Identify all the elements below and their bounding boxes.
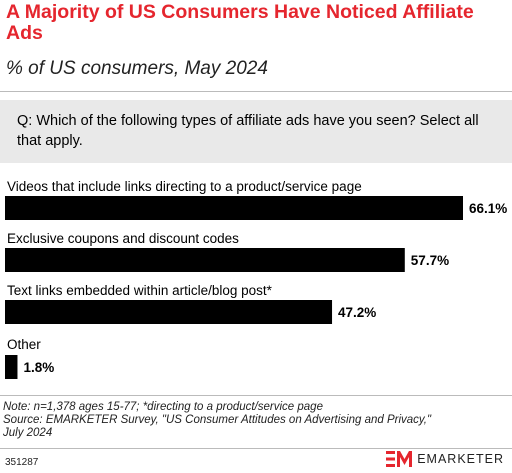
value-label: 1.8% — [23, 360, 54, 375]
em-logo-icon — [386, 451, 413, 467]
bar — [5, 300, 333, 324]
value-label: 66.1% — [469, 201, 507, 216]
category-label: Text links embedded within article/blog … — [7, 283, 273, 298]
category-label: Videos that include links directing to a… — [7, 179, 362, 194]
brand: EMARKETER — [386, 451, 504, 467]
category-label: Exclusive coupons and discount codes — [7, 231, 239, 246]
bar — [5, 196, 463, 220]
bottom-divider — [0, 395, 512, 396]
chart-subtitle: % of US consumers, May 2024 — [6, 58, 268, 79]
source-text-line1: Source: EMARKETER Survey, "US Consumer A… — [3, 414, 432, 426]
note-text: Note: n=1,378 ages 15-77; *directing to … — [3, 401, 323, 413]
question-box: Q: Which of the following types of affil… — [0, 100, 512, 163]
chart-id: 351287 — [5, 457, 39, 468]
source-text-line2: July 2024 — [3, 427, 53, 439]
chart-notes: Note: n=1,378 ages 15-77; *directing to … — [3, 401, 503, 440]
bar — [5, 355, 18, 379]
footer-divider — [0, 448, 512, 449]
category-label: Other — [7, 337, 41, 352]
value-label: 47.2% — [338, 305, 376, 320]
value-label: 57.7% — [411, 253, 449, 268]
question-text: Q: Which of the following types of affil… — [17, 113, 479, 149]
bar — [5, 248, 405, 272]
top-divider — [0, 91, 512, 92]
chart-title: A Majority of US Consumers Have Noticed … — [6, 1, 474, 44]
brand-name: EMARKETER — [417, 452, 504, 466]
